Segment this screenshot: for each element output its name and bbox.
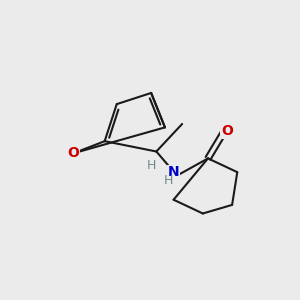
Text: O: O xyxy=(68,146,80,160)
Text: O: O xyxy=(221,124,233,138)
Text: N: N xyxy=(168,165,179,179)
Text: H: H xyxy=(164,174,173,187)
Text: H: H xyxy=(146,159,156,172)
